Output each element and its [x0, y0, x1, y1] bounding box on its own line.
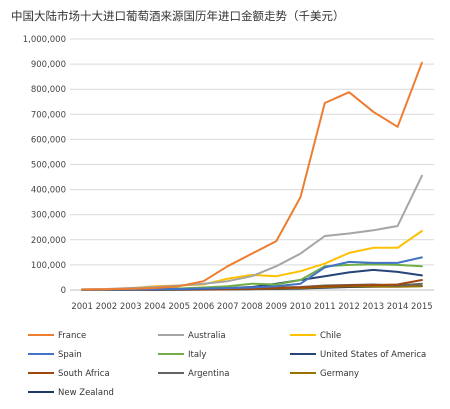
y-tick-label: 700,000 — [31, 110, 66, 120]
legend-label: Chile — [320, 331, 341, 341]
series-line-france — [81, 61, 423, 291]
legend-item: New Zealand — [28, 388, 114, 398]
y-tick-label: 1,000,000 — [23, 35, 66, 45]
legend-label: France — [58, 331, 86, 341]
x-tick-label: 2005 — [168, 302, 190, 312]
x-tick-label: 2010 — [290, 302, 312, 312]
legend: France Australia Chile Spain Italy United Sta… — [28, 331, 426, 398]
series-line-australia — [81, 174, 423, 291]
y-tick-label: 500,000 — [31, 161, 66, 171]
x-tick-label: 2004 — [144, 302, 166, 312]
x-tick-label: 2006 — [193, 302, 215, 312]
y-tick-label: 0 — [61, 286, 66, 296]
legend-item: Germany — [290, 369, 359, 379]
x-tick-label: 2009 — [265, 302, 287, 312]
x-tick-label: 2001 — [71, 302, 93, 312]
legend-label: New Zealand — [58, 388, 114, 398]
y-tick-label: 400,000 — [31, 186, 66, 196]
legend-label: United States of America — [320, 350, 426, 360]
legend-label: Italy — [188, 350, 206, 360]
gridlines — [70, 38, 434, 291]
x-tick-label: 2011 — [314, 302, 336, 312]
legend-item: Argentina — [158, 369, 229, 379]
x-tick-label: 2007 — [217, 302, 239, 312]
chart-title: 中国大陆市场十大进口葡萄酒来源国历年进口金额走势（千美元） — [11, 9, 345, 23]
legend-item: South Africa — [28, 369, 110, 379]
x-tick-label: 2008 — [241, 302, 263, 312]
legend-label: Germany — [320, 369, 359, 379]
legend-label: Argentina — [188, 369, 229, 379]
x-tick-label: 2002 — [96, 302, 118, 312]
y-tick-label: 600,000 — [31, 135, 66, 145]
y-tick-label: 900,000 — [31, 60, 66, 70]
x-tick-label: 2013 — [363, 302, 385, 312]
series-lines — [81, 61, 423, 291]
legend-label: South Africa — [58, 369, 110, 379]
x-tick-label: 2003 — [120, 302, 142, 312]
x-axis-ticks: 2001 2002 2003 2004 2005 2006 2007 2008 2009 2010… — [71, 302, 432, 312]
legend-label: Australia — [188, 331, 226, 341]
x-tick-label: 2014 — [387, 302, 409, 312]
y-axis-ticks: 0 100,000 200,000 300,000 400,000 500,000 600,… — [23, 35, 66, 296]
legend-label: Spain — [58, 350, 82, 360]
x-tick-label: 2012 — [338, 302, 360, 312]
y-tick-label: 200,000 — [31, 236, 66, 246]
legend-item: Italy — [158, 350, 206, 360]
legend-item: Australia — [158, 331, 226, 341]
y-tick-label: 100,000 — [31, 261, 66, 271]
legend-item: United States of America — [290, 350, 426, 360]
x-tick-label: 2015 — [411, 302, 433, 312]
legend-item: Spain — [28, 350, 82, 360]
y-tick-label: 800,000 — [31, 85, 66, 95]
legend-item: Chile — [290, 331, 341, 341]
y-tick-label: 300,000 — [31, 211, 66, 221]
legend-item: France — [28, 331, 86, 341]
